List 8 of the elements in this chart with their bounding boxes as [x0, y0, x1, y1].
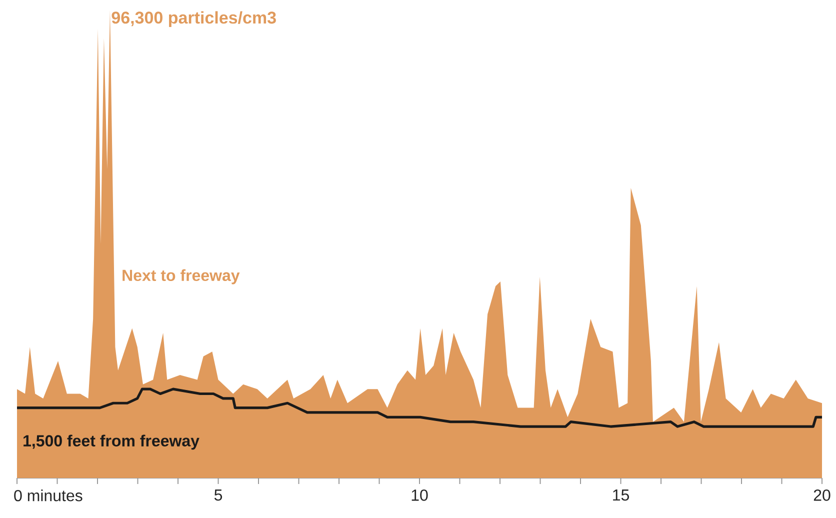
x-tick-label: 0 minutes	[14, 490, 82, 502]
x-tick-label: 15	[613, 490, 629, 501]
x-tick-label: 20	[814, 490, 830, 501]
x-tick-label: 5	[214, 490, 222, 501]
x-tick-label: 10	[412, 490, 428, 501]
series-label: Next to freeway	[122, 269, 240, 284]
series-label: 1,500 feet from freeway	[24, 434, 200, 450]
annotation: 96,300 particles/cm3	[112, 11, 276, 28]
